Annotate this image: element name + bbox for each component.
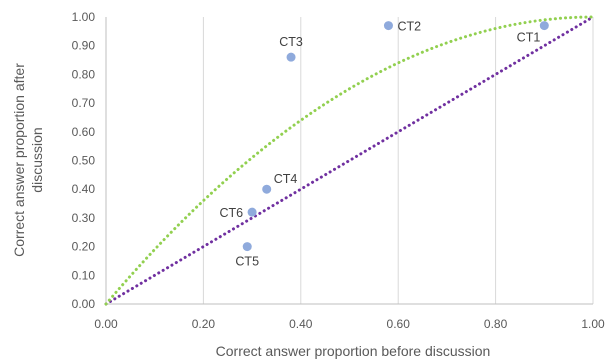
x-tick-label-2: 0.40	[289, 317, 313, 331]
x-tick-labels: 0.00 0.20 0.40 0.60 0.80 1.00	[94, 317, 605, 331]
y-tick-label-8: 0.80	[72, 67, 96, 81]
point-label-ct6: CT6	[219, 206, 243, 220]
curve-reference-line	[104, 15, 595, 306]
grid-lines	[202, 17, 594, 304]
y-tick-label-7: 0.70	[72, 96, 96, 110]
point-ct6	[247, 207, 257, 217]
y-tick-label-0: 0.00	[72, 297, 96, 311]
point-ct1	[539, 21, 549, 31]
axes	[105, 17, 593, 305]
y-tick-labels: 0.00 0.10 0.20 0.30 0.40 0.50 0.60 0.70 0.80 0.90…	[72, 10, 96, 311]
y-tick-label-9: 0.90	[72, 39, 96, 53]
x-tick-label-4: 0.80	[484, 317, 508, 331]
data-points	[242, 21, 549, 252]
x-tick-label-5: 1.00	[581, 317, 605, 331]
y-axis-title-line-1: Correct answer proportion after	[11, 63, 27, 257]
point-label-ct5: CT5	[235, 255, 259, 269]
y-tick-label-6: 0.60	[72, 125, 96, 139]
point-ct2	[383, 21, 393, 31]
point-label-ct1: CT1	[517, 31, 541, 45]
point-ct3	[286, 52, 296, 62]
y-tick-label-10: 1.00	[72, 10, 96, 24]
diagonal-reference-line	[104, 15, 595, 306]
point-ct4	[262, 184, 272, 194]
x-tick-label-0: 0.00	[94, 317, 118, 331]
x-tick-label-3: 0.60	[387, 317, 411, 331]
point-label-ct2: CT2	[397, 20, 421, 34]
y-axis-title-line-2: discussion	[29, 127, 45, 192]
point-label-ct3: CT3	[279, 35, 303, 49]
x-axis-title: Correct answer proportion before discuss…	[216, 343, 491, 359]
point-labels: CT1 CT2 CT3 CT4 CT5 CT6	[219, 20, 540, 269]
y-tick-label-3: 0.30	[72, 211, 96, 225]
reference-lines	[104, 15, 595, 306]
y-tick-label-2: 0.20	[72, 240, 96, 254]
x-tick-label-1: 0.20	[192, 317, 216, 331]
y-tick-label-1: 0.10	[72, 268, 96, 282]
y-tick-label-5: 0.50	[72, 154, 96, 168]
point-label-ct4: CT4	[274, 172, 298, 186]
y-tick-label-4: 0.40	[72, 182, 96, 196]
point-ct5	[242, 242, 252, 252]
